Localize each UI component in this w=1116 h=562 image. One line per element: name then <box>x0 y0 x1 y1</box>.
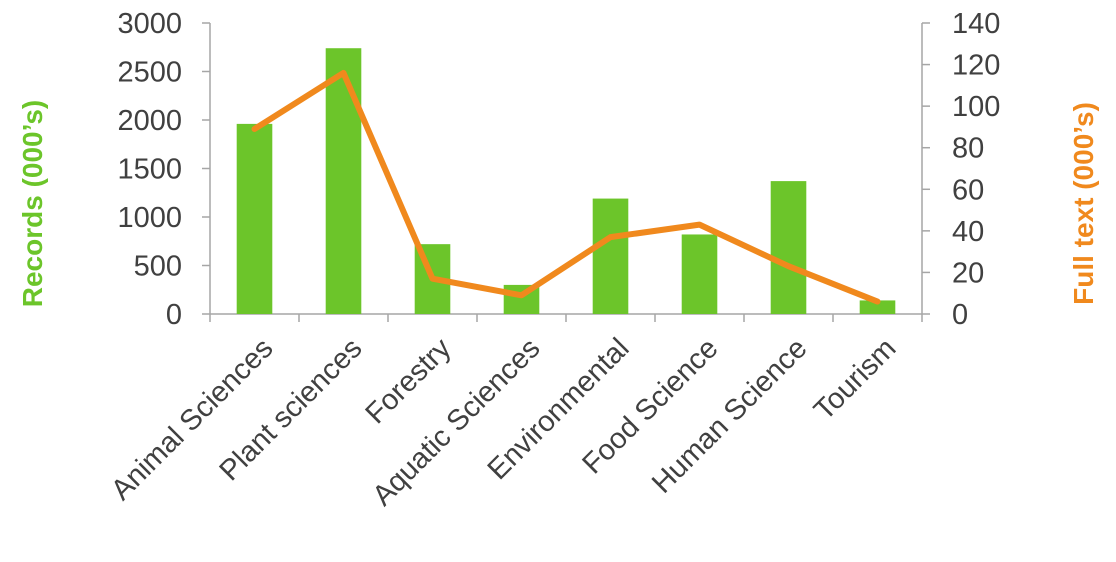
records-bar <box>236 123 273 314</box>
left-tick-label: 0 <box>166 299 182 331</box>
left-tick-label: 1000 <box>117 202 182 234</box>
right-axis-title: Full text (000’s) <box>1068 102 1099 305</box>
right-axis-ticks: 0 20 40 60 80 100 120 140 <box>922 8 1000 331</box>
left-tick-label: 2500 <box>117 57 182 89</box>
right-tick-label: 80 <box>952 133 984 165</box>
left-tick-label: 500 <box>134 251 182 283</box>
category-label: Animal Sciences <box>105 332 279 506</box>
axes <box>209 23 923 315</box>
records-bar <box>592 198 629 314</box>
left-tick-label: 1500 <box>117 154 182 186</box>
records-bar <box>681 234 718 314</box>
right-tick-label: 140 <box>952 8 1000 40</box>
left-axis-ticks: 0 500 1000 1500 2000 2500 3000 <box>117 8 210 331</box>
right-tick-label: 100 <box>952 91 1000 123</box>
category-label: Tourism <box>808 332 902 426</box>
category-label: Aquatic Sciences <box>367 332 547 512</box>
right-tick-label: 40 <box>952 216 984 248</box>
fulltext-line <box>251 69 881 305</box>
left-tick-label: 2000 <box>117 105 182 137</box>
right-tick-label: 0 <box>952 299 968 331</box>
records-bars <box>236 48 896 314</box>
left-tick-label: 3000 <box>117 8 182 40</box>
left-axis-title: Records (000’s) <box>17 100 48 308</box>
x-axis-ticks <box>209 314 923 322</box>
records-bar <box>770 181 807 314</box>
category-label: Human Science <box>646 332 813 499</box>
right-tick-label: 20 <box>952 257 984 289</box>
right-tick-label: 60 <box>952 174 984 206</box>
right-tick-label: 120 <box>952 50 1000 82</box>
records-bar <box>859 300 896 314</box>
records-bar <box>325 48 362 314</box>
